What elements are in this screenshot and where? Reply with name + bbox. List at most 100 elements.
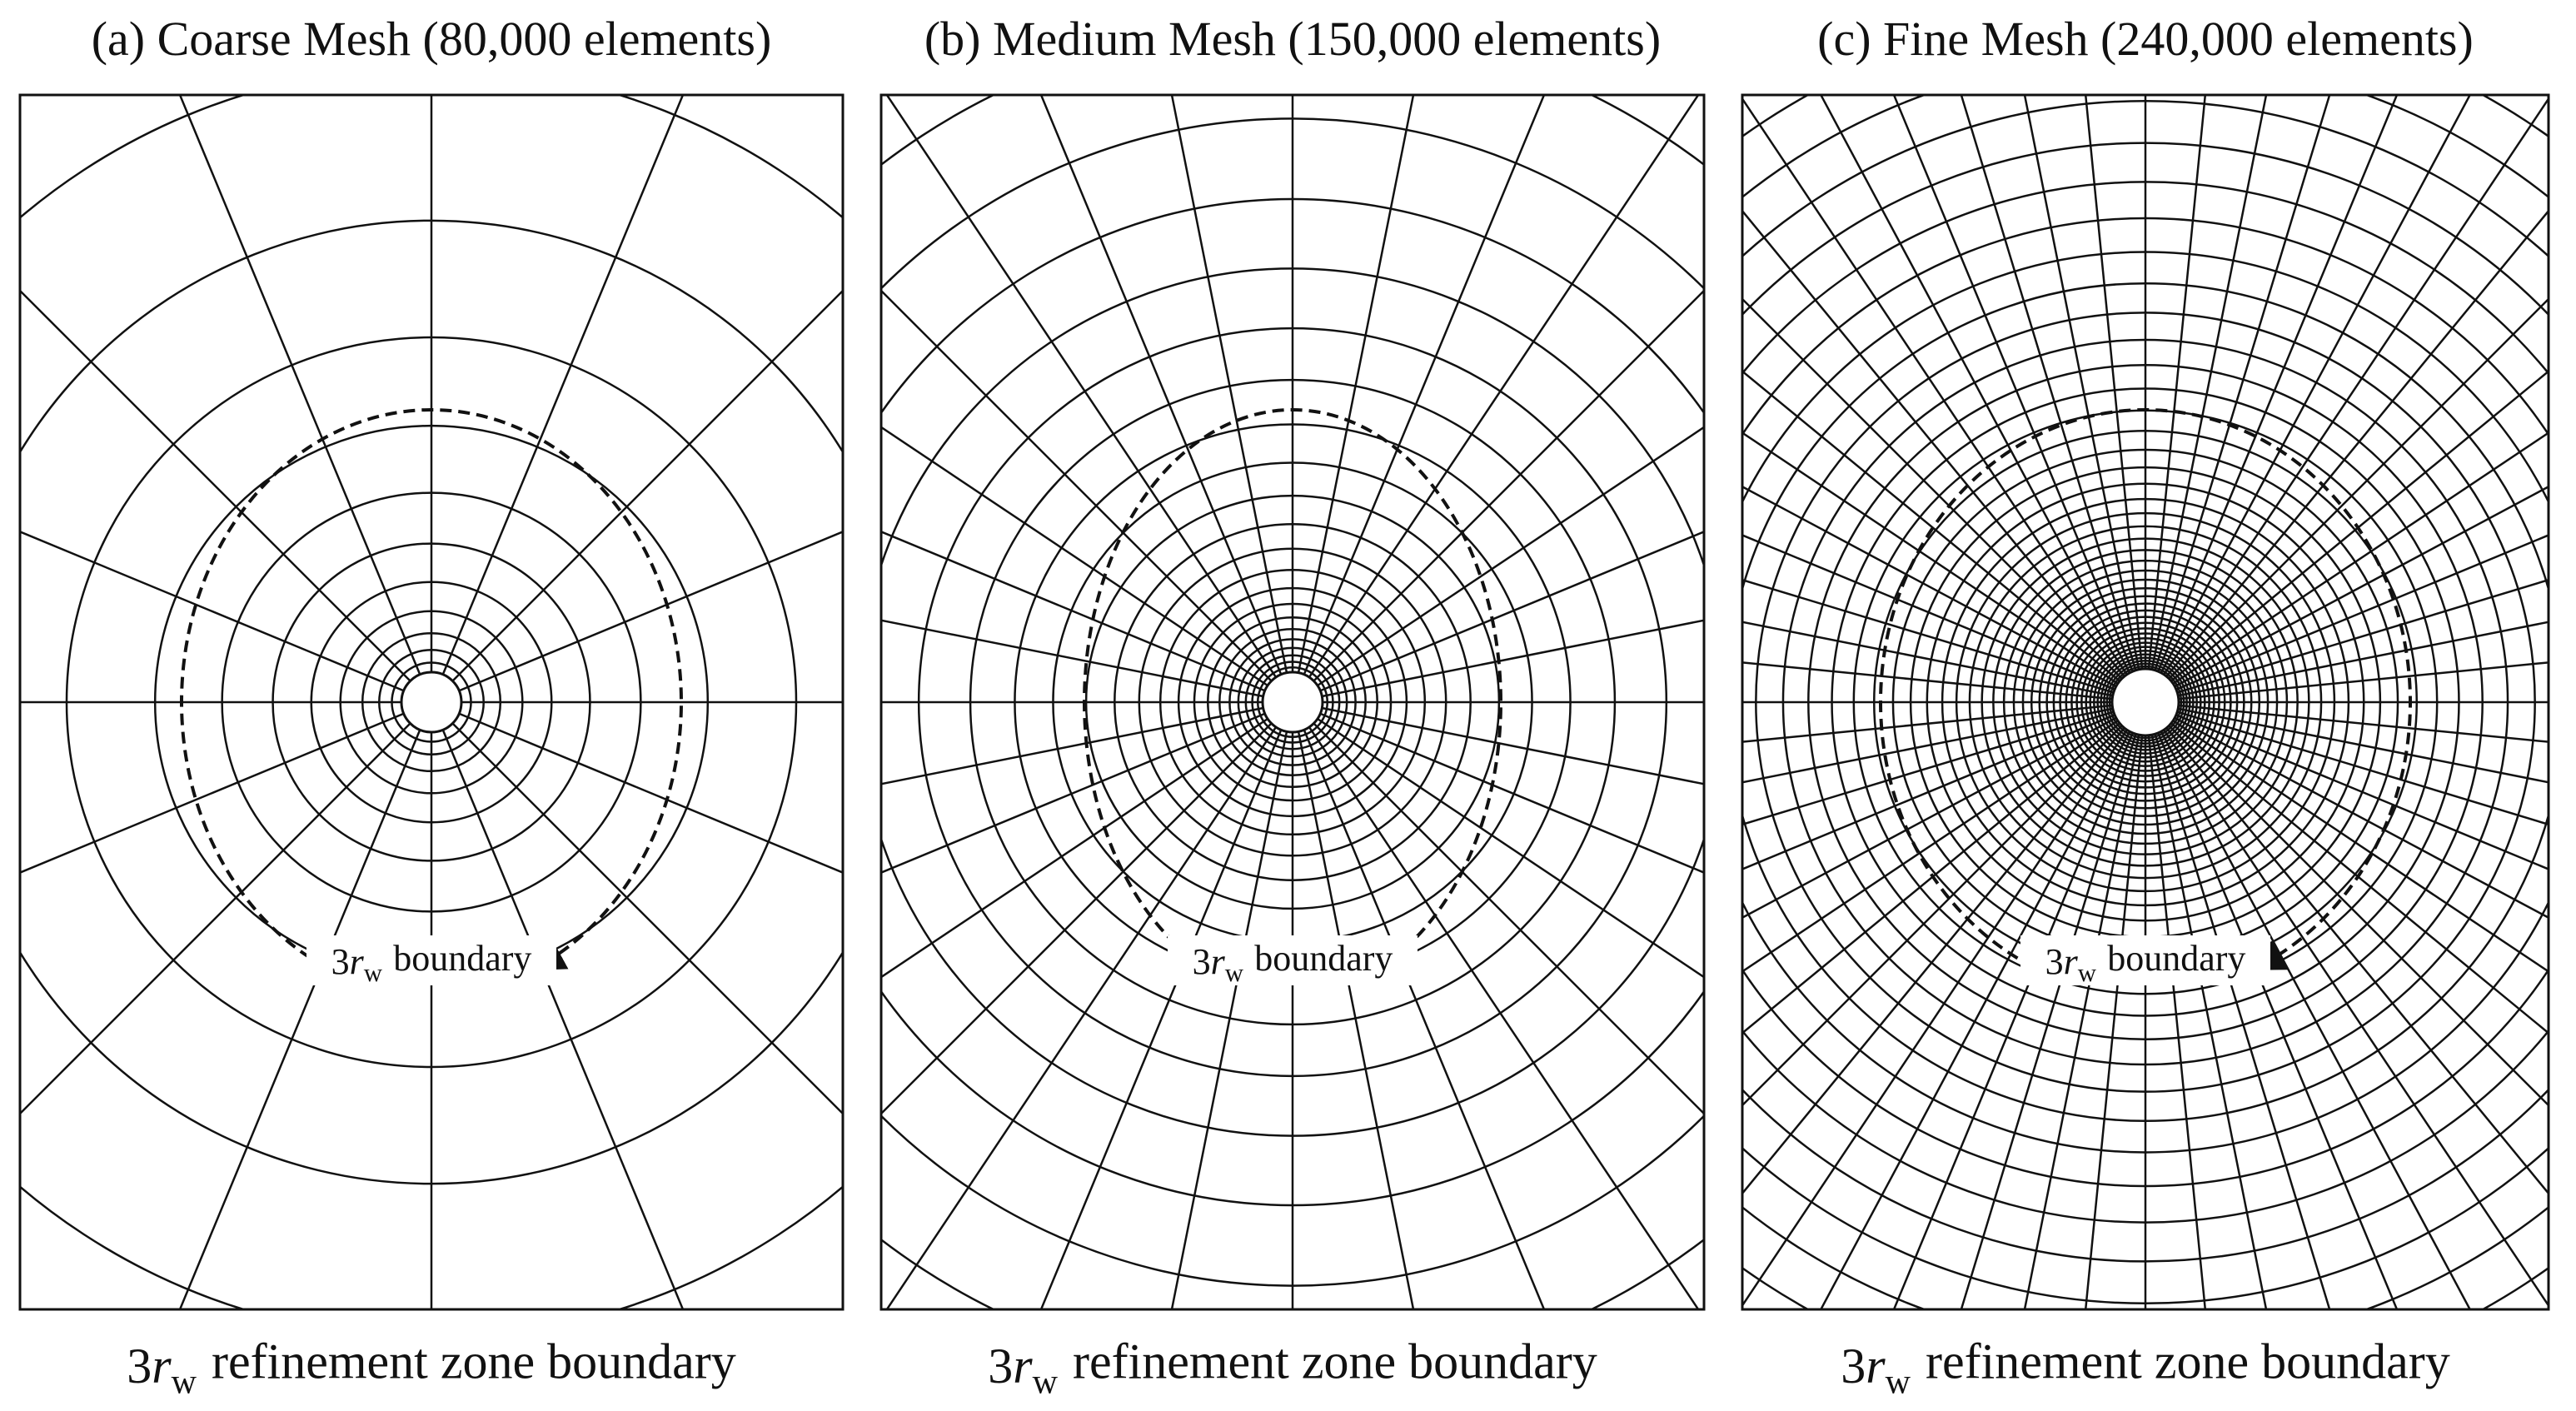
boundary-label-coefficient: 3 (2045, 941, 2064, 982)
label-bg (2020, 935, 2270, 985)
panel-frame (1741, 93, 2550, 1311)
mesh-spoke (1742, 704, 2113, 743)
boundary-label-subscript: w (2078, 959, 2097, 987)
mesh-spoke (451, 289, 843, 682)
mesh-spoke (1742, 720, 2119, 973)
boundary-label-text: boundary (393, 938, 531, 979)
mesh-spoke (1892, 732, 2134, 1309)
mesh-spoke (1742, 621, 2114, 697)
caption-symbol: r (1866, 1339, 1886, 1394)
caption: 3rw refinement zone boundary (127, 1334, 735, 1402)
mesh-spoke (1742, 716, 2117, 920)
mesh-spoke (881, 706, 1263, 785)
mesh-spoke (178, 95, 421, 676)
mesh-spoke (1317, 717, 1704, 979)
mesh-spoke (881, 712, 1266, 874)
mesh-spoke (2163, 729, 2549, 1308)
mesh-spoke (2157, 95, 2399, 672)
panel-title: (c) Fine Mesh (240,000 elements) (1817, 12, 2474, 66)
caption-subscript: w (1886, 1364, 1911, 1402)
caption-subscript: w (172, 1364, 197, 1402)
mesh-spoke (2165, 209, 2549, 677)
mesh-spoke (2157, 732, 2399, 1309)
boundary-dashed (180, 407, 683, 970)
mesh-spoke (881, 619, 1263, 698)
mesh-spoke (1742, 534, 2115, 691)
mesh-spoke (441, 729, 685, 1309)
mesh-spoke (1742, 725, 2123, 1107)
caption: 3rw refinement zone boundary (1841, 1334, 2449, 1402)
caption-coefficient: 3 (1841, 1339, 1866, 1394)
mesh-spoke (1039, 729, 1283, 1309)
mesh-spoke (20, 531, 405, 692)
mesh-spoke (1960, 733, 2137, 1309)
mesh-spoke (1319, 531, 1704, 692)
mesh-spoke (2174, 716, 2549, 920)
boundary-label-subscript: w (364, 959, 383, 987)
caption-text: refinement zone boundary (1073, 1334, 1597, 1389)
mesh-spoke (2172, 720, 2549, 973)
mesh-spoke (1742, 661, 2113, 701)
mesh-spoke (881, 531, 1266, 692)
boundary-label-symbol: r (1211, 941, 1226, 982)
mesh-spoke (20, 722, 411, 1115)
mesh-spoke (1297, 731, 1415, 1309)
mesh-spoke (1819, 730, 2131, 1309)
caption-coefficient: 3 (988, 1339, 1013, 1394)
mesh-spoke (1303, 95, 1546, 676)
mesh-spoke (2170, 722, 2549, 1035)
mesh-spoke (20, 289, 411, 682)
mesh-spoke (1892, 95, 2134, 672)
mesh-spoke (885, 95, 1278, 678)
mesh-spoke (1322, 706, 1704, 785)
mesh-spoke (2178, 704, 2549, 743)
caption-symbol: r (1013, 1339, 1033, 1394)
mesh-spoke (1170, 95, 1288, 673)
mesh-spoke (2023, 95, 2140, 671)
mesh-spoke (1819, 95, 2131, 674)
mesh-spoke (1742, 714, 2115, 870)
caption-subscript: w (1033, 1364, 1059, 1402)
mesh-spoke (2170, 370, 2549, 682)
mesh-spoke (2178, 661, 2549, 701)
mesh-spoke (20, 712, 405, 874)
mesh-spoke (2177, 707, 2549, 784)
mesh-spoke (2147, 735, 2207, 1309)
mesh-spoke (1039, 95, 1283, 676)
mesh-spoke (178, 729, 421, 1309)
mesh-spoke (881, 722, 1273, 1115)
mesh-spoke (2165, 727, 2549, 1195)
mesh-spoke (2174, 485, 2549, 688)
mesh-spoke (2175, 714, 2549, 870)
boundary-label-text: boundary (2107, 938, 2245, 979)
boundary-label-symbol: r (2064, 941, 2079, 982)
boundary-label-symbol: r (350, 941, 365, 982)
mesh-spoke (1313, 722, 1704, 1115)
mesh-spoke (1742, 710, 2115, 826)
mesh-spoke (1742, 727, 2125, 1195)
caption-text: refinement zone boundary (212, 1334, 736, 1389)
caption-text: refinement zone boundary (1926, 1334, 2450, 1389)
mesh-spoke (1170, 731, 1288, 1309)
mesh-spoke (1960, 95, 2137, 671)
mesh-spoke (885, 726, 1278, 1309)
mesh-spoke (1742, 578, 2115, 694)
boundary-label: 3rw boundary (1193, 938, 1393, 987)
boundary-label-subscript: w (1225, 959, 1244, 987)
panel-title: (b) Medium Mesh (150,000 elements) (924, 12, 1661, 66)
mesh-spoke (881, 717, 1268, 979)
caption-coefficient: 3 (127, 1339, 152, 1394)
mesh-spoke (2172, 431, 2549, 685)
wellbore (1261, 671, 1324, 734)
mesh-spoke (1303, 729, 1546, 1309)
boundary-dashed (1879, 407, 2412, 970)
boundary-label: 3rw boundary (331, 938, 532, 987)
mesh-spoke (1742, 370, 2120, 682)
boundary-label: 3rw boundary (2045, 938, 2246, 987)
mesh-spoke (1313, 289, 1704, 682)
mesh-spoke (1308, 726, 1700, 1309)
boundary-label-coefficient: 3 (1193, 941, 1211, 982)
mesh-spoke (1742, 707, 2114, 784)
